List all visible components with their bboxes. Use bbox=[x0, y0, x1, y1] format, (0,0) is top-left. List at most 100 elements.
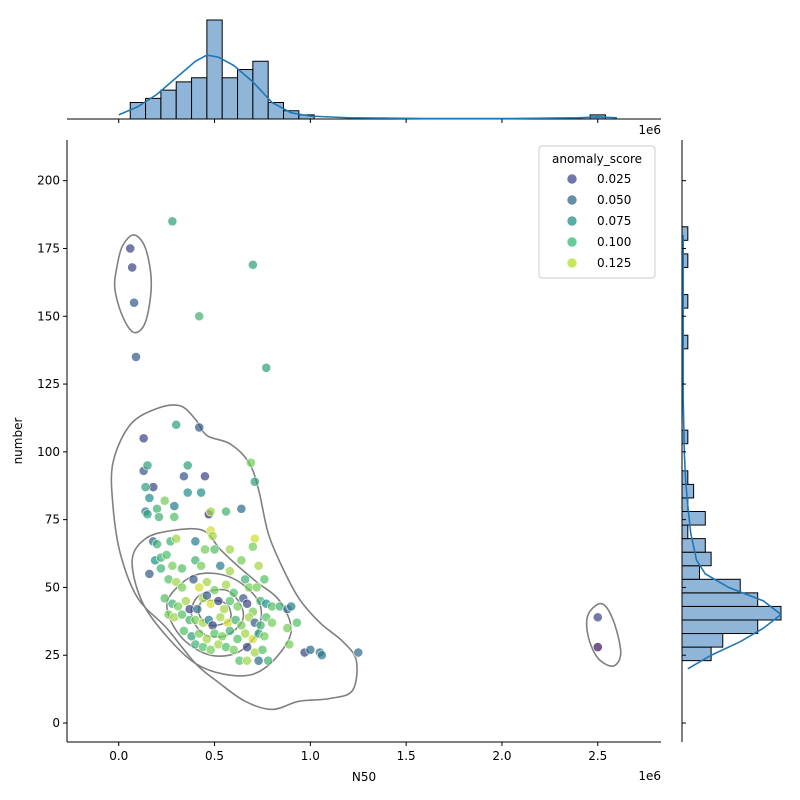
kde-contour-line bbox=[585, 602, 622, 667]
x-tick-label: 0.5 bbox=[205, 749, 224, 763]
scatter-point bbox=[171, 533, 182, 544]
legend-label: 0.025 bbox=[597, 172, 631, 186]
scatter-point bbox=[215, 612, 226, 623]
scatter-point bbox=[228, 587, 239, 598]
legend: anomaly_score 0.025 0.050 0.075 0.100 0.125 bbox=[538, 145, 656, 279]
x-kde-line bbox=[118, 54, 617, 120]
scatter-point bbox=[194, 422, 205, 433]
scatter-point bbox=[263, 655, 274, 666]
x-offset-label: 1e6 bbox=[638, 769, 661, 783]
scatter-point bbox=[201, 590, 212, 601]
scatter-point bbox=[177, 582, 187, 593]
scatter-point bbox=[240, 574, 251, 585]
y-histogram-bar bbox=[681, 565, 700, 580]
scatter-point bbox=[142, 509, 153, 520]
legend-label: 0.100 bbox=[597, 235, 631, 249]
scatter-point bbox=[217, 631, 228, 642]
x-histogram-bar bbox=[129, 102, 147, 120]
scatter-point bbox=[152, 539, 162, 549]
legend-marker bbox=[566, 194, 578, 206]
scatter-point bbox=[242, 642, 253, 652]
y-tick-label: 25 bbox=[45, 648, 60, 662]
scatter-point bbox=[213, 596, 224, 606]
scatter-point bbox=[221, 579, 231, 590]
x-tick-label: 2.5 bbox=[588, 749, 607, 763]
scatter-point bbox=[196, 487, 207, 498]
x-histogram-bar bbox=[191, 77, 208, 120]
legend-title: anomaly_score bbox=[552, 152, 642, 166]
legend-marker bbox=[566, 257, 578, 269]
scatter-point bbox=[192, 604, 203, 615]
scatter-point bbox=[219, 604, 230, 615]
scatter-point bbox=[178, 471, 189, 482]
y-kde-line bbox=[682, 234, 783, 670]
x-histogram-bar bbox=[221, 77, 239, 120]
kde-contour-line bbox=[113, 234, 153, 334]
y-tick-label: 175 bbox=[37, 241, 60, 255]
scatter-point bbox=[152, 503, 162, 514]
scatter-point bbox=[194, 582, 205, 593]
scatter-point bbox=[292, 617, 302, 628]
scatter-point bbox=[224, 566, 235, 577]
scatter-point bbox=[236, 555, 247, 566]
scatter-point bbox=[173, 601, 184, 612]
scatter-point bbox=[215, 560, 226, 571]
x-histogram-bar bbox=[175, 81, 193, 120]
scatter-point bbox=[246, 457, 256, 468]
scatter-point bbox=[177, 609, 187, 620]
x-tick-label: 2.0 bbox=[492, 749, 511, 763]
top-x-offset-label: 1e6 bbox=[638, 123, 661, 137]
scatter-point bbox=[228, 644, 239, 655]
scatter-point bbox=[182, 460, 193, 471]
scatter-point bbox=[196, 560, 207, 571]
y-histogram-bar bbox=[681, 483, 695, 499]
x-histogram-bar bbox=[160, 89, 177, 120]
scatter-point bbox=[154, 512, 164, 522]
kde-contour-line bbox=[131, 527, 292, 677]
scatter-point bbox=[201, 634, 212, 644]
scatter-point bbox=[182, 487, 193, 498]
scatter-point bbox=[194, 311, 205, 322]
scatter-point bbox=[159, 593, 170, 604]
scatter-point bbox=[242, 598, 253, 609]
scatter-point bbox=[201, 577, 212, 587]
scatter-point bbox=[221, 506, 231, 517]
y-histogram-bar bbox=[681, 605, 782, 621]
scatter-point bbox=[161, 549, 172, 560]
scatter-point bbox=[284, 639, 295, 650]
scatter-point bbox=[267, 617, 277, 628]
x-histogram-bar bbox=[206, 19, 223, 120]
legend-marker bbox=[566, 215, 578, 227]
scatter-point bbox=[249, 476, 260, 487]
scatter-point bbox=[251, 582, 262, 593]
x-histogram-bar bbox=[145, 97, 162, 120]
scatter-points bbox=[125, 216, 603, 666]
scatter-point bbox=[242, 655, 253, 666]
scatter-point bbox=[236, 620, 247, 631]
scatter-point bbox=[232, 634, 243, 644]
scatter-point bbox=[240, 628, 251, 639]
x-axis-label: N50 bbox=[352, 770, 376, 784]
legend-marker bbox=[566, 236, 578, 248]
scatter-point bbox=[167, 216, 178, 227]
scatter-point bbox=[236, 503, 247, 514]
scatter-point bbox=[224, 625, 235, 636]
scatter-point bbox=[129, 297, 139, 308]
scatter-point bbox=[353, 647, 364, 658]
y-tick-label: 75 bbox=[45, 513, 60, 527]
scatter-point bbox=[205, 644, 216, 655]
scatter-point bbox=[200, 544, 210, 555]
scatter-point bbox=[316, 650, 327, 661]
x-tick-label: 1.0 bbox=[301, 749, 320, 763]
y-histogram-bar bbox=[681, 429, 689, 445]
legend-label: 0.050 bbox=[597, 193, 631, 207]
scatter-point bbox=[259, 631, 270, 642]
scatter-point bbox=[200, 471, 210, 482]
y-histogram-bar bbox=[681, 578, 741, 594]
scatter-point bbox=[127, 262, 138, 273]
y-histogram-bar bbox=[681, 619, 759, 635]
main-scatter-axes bbox=[66, 140, 661, 743]
axis-ticks: 0.0 0.5 1.0 1.5 2.0 2.5 0 25 50 75 100 125 150 175 200 bbox=[37, 119, 686, 763]
x-histogram-bar bbox=[237, 69, 254, 120]
legend-marker bbox=[566, 173, 578, 185]
